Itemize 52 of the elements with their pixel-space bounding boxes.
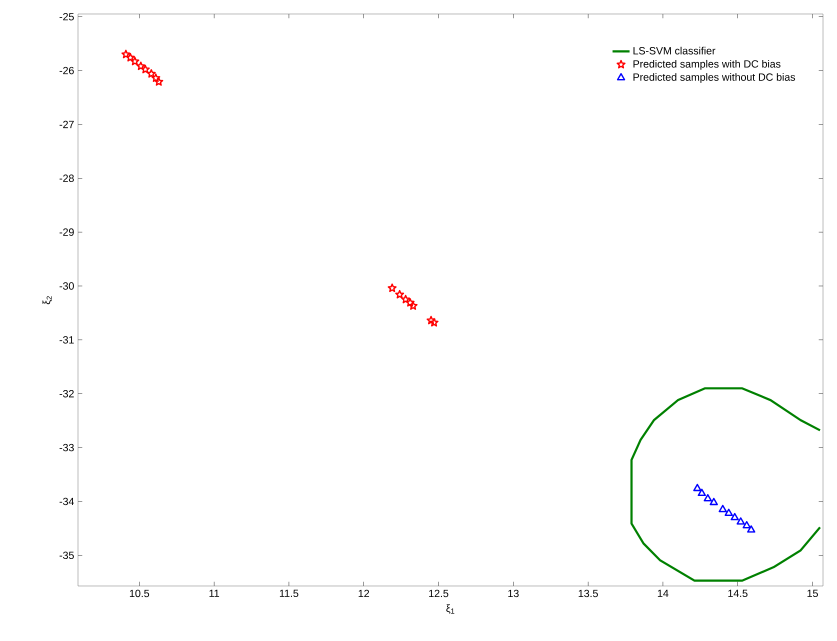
legend-label: LS-SVM classifier: [634, 46, 716, 54]
point: [121, 50, 130, 58]
x-tick-label: 12: [358, 590, 370, 598]
y-tick-label: -33: [60, 444, 74, 452]
point: [406, 298, 415, 307]
point: [718, 504, 727, 512]
legend-label: Predicted samples without DC bias: [634, 73, 796, 83]
y-axis-title: ξ$_{2}$: [42, 296, 52, 304]
y-tick-label: -29: [60, 228, 74, 236]
point: [742, 520, 751, 528]
x-tick-label: 11: [209, 590, 220, 597]
y-tick-label: -25: [60, 12, 74, 20]
point: [130, 56, 140, 66]
x-tick-label: 11.5: [280, 590, 298, 598]
x-axis-title: ξ$_{1}$: [446, 604, 454, 614]
point: [747, 525, 756, 533]
y-tick-label: -35: [60, 552, 74, 560]
point: [395, 290, 404, 299]
y-tick-label: -26: [60, 66, 74, 74]
x-tick-label: 12.5: [429, 590, 448, 598]
x-tick-label: 10.5: [130, 590, 150, 598]
y-tick-label: -28: [60, 174, 74, 182]
point: [151, 73, 160, 82]
point: [401, 294, 410, 304]
x-tick-label: 14.5: [728, 590, 748, 598]
y-tick-label: -31: [60, 336, 74, 344]
point: [126, 52, 135, 62]
point: [388, 283, 397, 292]
legend-label: Predicted samples with DC bias: [634, 60, 780, 70]
y-tick-label: -34: [60, 498, 74, 506]
x-tick-label: 14: [658, 590, 668, 597]
x-tick-label: 13: [508, 590, 519, 598]
x-tick-label: 15: [807, 590, 818, 598]
line-series: [630, 387, 822, 582]
point: [426, 316, 436, 324]
point: [724, 508, 733, 516]
point: [698, 488, 706, 496]
point: [730, 512, 739, 520]
point: [136, 62, 146, 70]
point: [430, 318, 439, 327]
y-tick-label: -32: [60, 390, 74, 398]
y-tick-label: -30: [60, 282, 74, 290]
y-tick-label: -27: [60, 120, 74, 128]
point: [693, 484, 702, 492]
point: [146, 69, 156, 78]
x-tick-label: 13.5: [578, 590, 598, 598]
point: [704, 494, 712, 502]
point: [736, 517, 745, 525]
point: [154, 77, 164, 86]
point: [140, 64, 150, 74]
point: [408, 301, 418, 310]
point: [710, 498, 718, 506]
